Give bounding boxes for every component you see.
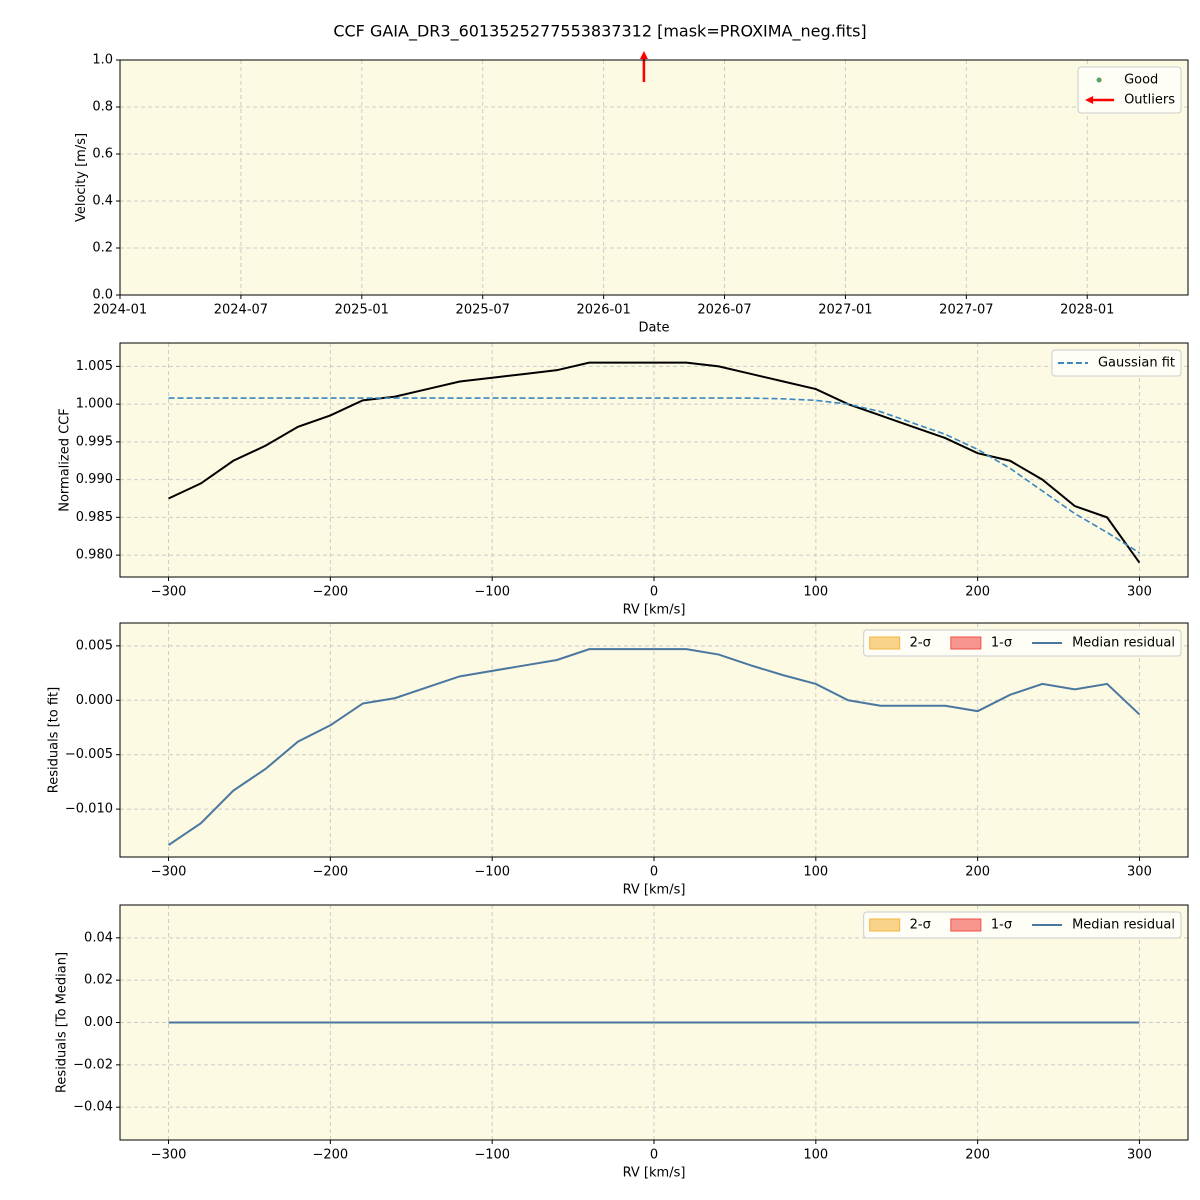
y-tick-label: 1.000 [76, 397, 113, 412]
x-tick-label: −100 [474, 1148, 510, 1163]
x-tick-label: 300 [1127, 865, 1152, 880]
legend-label: Median residual [1072, 636, 1175, 651]
y-tick-label: −0.010 [65, 802, 113, 817]
y-tick-label: 0.04 [84, 930, 113, 945]
y-tick-label: −0.02 [73, 1057, 113, 1072]
x-tick-label: 0 [650, 865, 658, 880]
x-tick-label: 2026-01 [576, 303, 630, 318]
x-tick-label: 2028-01 [1060, 303, 1114, 318]
y-axis-label: Residuals [to fit] [46, 687, 61, 793]
y-tick-label: 0.0 [92, 288, 113, 303]
x-tick-label: −200 [313, 1148, 349, 1163]
x-tick-label: 200 [965, 865, 990, 880]
legend-label: Gaussian fit [1098, 356, 1175, 371]
legend-marker [1096, 77, 1102, 83]
legend-label: 1-σ [991, 636, 1012, 651]
plot-frame [119, 904, 1189, 1141]
outlier-arrowhead [639, 51, 648, 59]
x-tick-label: 300 [1127, 1148, 1152, 1163]
legend-label: Good [1124, 73, 1158, 88]
y-tick-label: 0.990 [76, 472, 113, 487]
x-tick-label: 2026-07 [697, 303, 751, 318]
x-axis-label: Date [638, 321, 669, 336]
y-tick-label: 0.4 [92, 194, 113, 209]
x-tick-label: 200 [965, 585, 990, 600]
legend-marker [1085, 96, 1094, 104]
y-tick-label: 0.980 [76, 548, 113, 563]
plot-frame [119, 59, 1189, 296]
x-tick-label: −100 [474, 585, 510, 600]
legend-frame [863, 629, 1182, 657]
x-tick-label: 100 [803, 585, 828, 600]
legend-marker [869, 636, 901, 650]
x-tick-label: −300 [151, 585, 187, 600]
legend-label: 2-σ [910, 636, 931, 651]
x-tick-label: 100 [803, 1148, 828, 1163]
legend-label: 1-σ [991, 918, 1012, 933]
y-tick-label: −0.005 [65, 747, 113, 762]
plot-frame [119, 622, 1189, 858]
y-tick-label: 1.005 [76, 359, 113, 374]
legend-frame [1077, 66, 1182, 114]
x-tick-label: 300 [1127, 585, 1152, 600]
x-tick-label: 2025-01 [335, 303, 389, 318]
x-tick-label: −300 [151, 1148, 187, 1163]
y-tick-label: 0.985 [76, 510, 113, 525]
legend: 2-σ 1-σ Median residual [863, 629, 1182, 657]
x-tick-label: 100 [803, 865, 828, 880]
x-tick-label: 2027-01 [818, 303, 872, 318]
plot-frame [119, 342, 1189, 578]
y-axis-label: Residuals [To Median] [55, 952, 70, 1093]
x-tick-label: 0 [650, 585, 658, 600]
x-tick-label: −200 [313, 585, 349, 600]
x-tick-label: 2024-07 [214, 303, 268, 318]
legend-marker [869, 918, 901, 932]
x-tick-label: −300 [151, 865, 187, 880]
y-tick-label: 0.000 [76, 693, 113, 708]
figure-title: CCF GAIA_DR3_6013525277553837312 [mask=P… [333, 22, 866, 42]
x-axis-label: RV [km/s] [623, 1166, 686, 1181]
x-tick-label: 0 [650, 1148, 658, 1163]
legend-label: Outliers [1124, 93, 1175, 108]
x-tick-label: 2025-07 [456, 303, 510, 318]
y-tick-label: 0.02 [84, 973, 113, 988]
x-tick-label: −100 [474, 865, 510, 880]
legend-frame [863, 911, 1182, 939]
x-axis-label: RV [km/s] [623, 603, 686, 618]
y-tick-label: 0.005 [76, 638, 113, 653]
legend-frame [1051, 349, 1182, 377]
y-tick-label: 0.8 [92, 100, 113, 115]
y-tick-label: 1.0 [92, 53, 113, 68]
x-tick-label: −200 [313, 865, 349, 880]
legend-marker [950, 636, 982, 650]
legend: 2-σ 1-σ Median residual [863, 911, 1182, 939]
y-axis-label: Normalized CCF [57, 408, 72, 512]
legend: Good Outliers [1077, 66, 1182, 114]
legend-marker [950, 918, 982, 932]
series-line [167, 648, 1141, 846]
legend-label: 2-σ [910, 918, 931, 933]
legend-label: Median residual [1072, 918, 1175, 933]
x-tick-label: 2027-07 [939, 303, 993, 318]
series-line [168, 361, 1141, 564]
plot-background [120, 60, 1188, 295]
y-tick-label: 0.00 [84, 1015, 113, 1030]
y-tick-label: 0.2 [92, 241, 113, 256]
y-axis-label: Velocity [m/s] [74, 133, 89, 222]
x-tick-label: 2024-01 [93, 303, 147, 318]
y-tick-label: 0.995 [76, 434, 113, 449]
y-tick-label: −0.04 [73, 1100, 113, 1115]
legend: Gaussian fit [1051, 349, 1182, 377]
y-tick-label: 0.6 [92, 147, 113, 162]
x-axis-label: RV [km/s] [623, 883, 686, 898]
x-tick-label: 200 [965, 1148, 990, 1163]
